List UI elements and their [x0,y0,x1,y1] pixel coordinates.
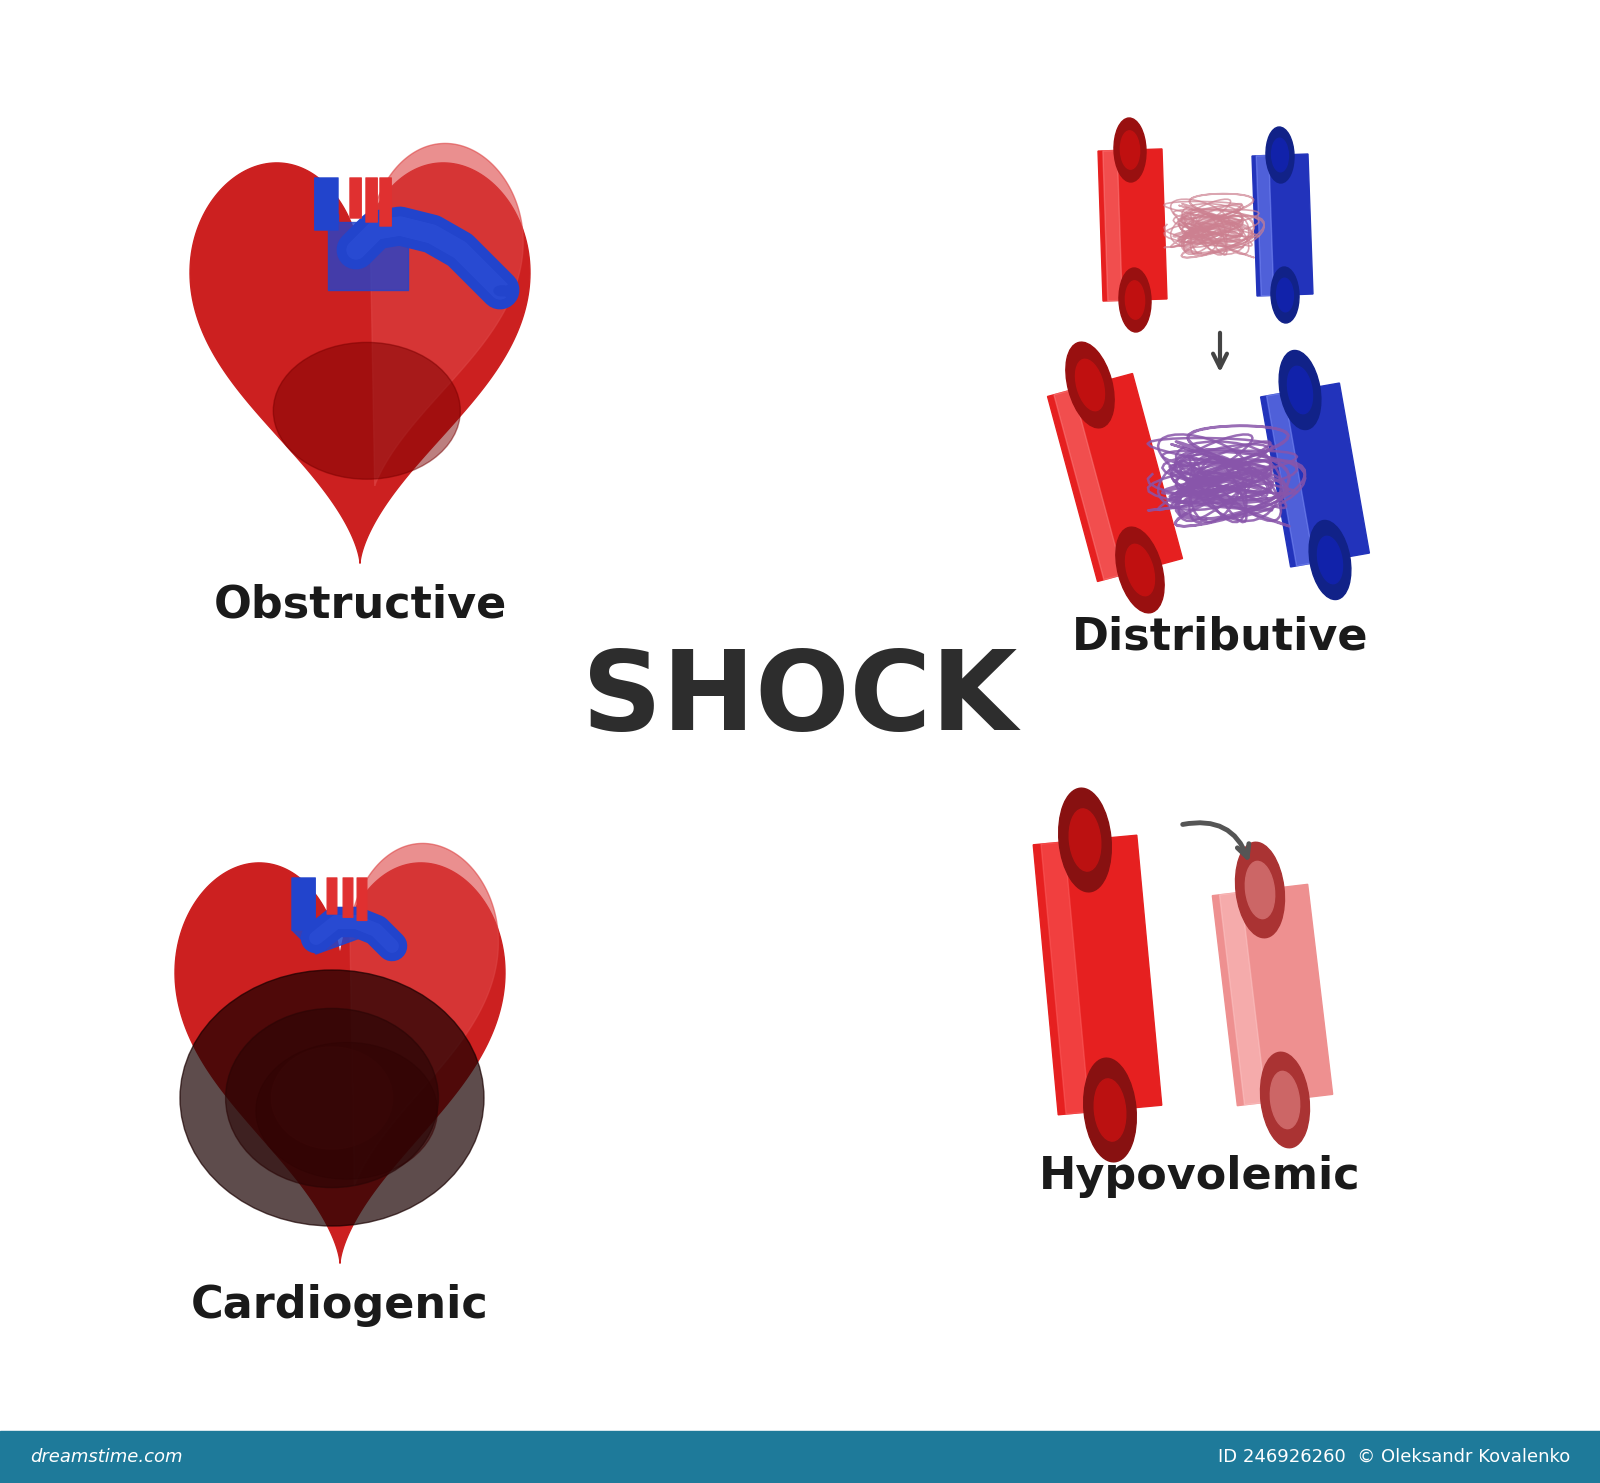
Ellipse shape [226,1008,438,1188]
Text: ID 246926260  © Oleksandr Kovalenko: ID 246926260 © Oleksandr Kovalenko [1218,1447,1570,1467]
Ellipse shape [1094,1080,1126,1140]
FancyBboxPatch shape [342,878,354,916]
Text: Cardiogenic: Cardiogenic [190,1284,490,1327]
Text: dreamstime.com: dreamstime.com [30,1447,182,1467]
Ellipse shape [256,1043,437,1179]
Ellipse shape [1114,119,1146,182]
Polygon shape [1256,156,1274,295]
Text: Hypovolemic: Hypovolemic [1038,1155,1362,1198]
Polygon shape [174,863,506,1264]
Ellipse shape [270,1047,394,1149]
Ellipse shape [1075,359,1104,411]
Ellipse shape [1270,1071,1299,1129]
FancyBboxPatch shape [291,878,315,930]
FancyBboxPatch shape [357,878,366,921]
Ellipse shape [1115,526,1165,612]
Polygon shape [190,163,530,564]
Text: SHOCK: SHOCK [582,647,1018,753]
Ellipse shape [376,931,400,952]
Ellipse shape [1120,131,1139,169]
Ellipse shape [1069,808,1101,871]
Text: Obstructive: Obstructive [213,584,507,627]
Ellipse shape [274,343,461,479]
Polygon shape [1098,148,1166,301]
FancyBboxPatch shape [326,878,338,914]
FancyBboxPatch shape [350,178,362,218]
Ellipse shape [494,286,510,295]
Polygon shape [1102,150,1122,301]
Polygon shape [370,144,523,485]
FancyBboxPatch shape [315,178,338,230]
Ellipse shape [1288,366,1312,414]
Ellipse shape [1270,267,1299,323]
Polygon shape [1213,884,1333,1106]
Polygon shape [1253,154,1314,297]
Polygon shape [1042,842,1090,1114]
Ellipse shape [1125,544,1155,596]
Polygon shape [315,214,338,222]
Polygon shape [1034,835,1162,1115]
Ellipse shape [1317,537,1342,584]
Ellipse shape [1272,138,1288,172]
Ellipse shape [1266,128,1294,182]
Polygon shape [1261,383,1370,567]
Polygon shape [350,844,498,1186]
Polygon shape [1048,374,1182,581]
Text: Distributive: Distributive [1072,615,1368,658]
Ellipse shape [1245,862,1275,918]
Polygon shape [1267,393,1314,567]
Polygon shape [1219,893,1266,1105]
Ellipse shape [1125,280,1144,319]
Polygon shape [1054,390,1123,580]
Ellipse shape [1059,787,1112,891]
Ellipse shape [1083,1059,1136,1161]
Ellipse shape [1278,350,1322,430]
Ellipse shape [1066,343,1114,429]
Bar [0,1431,1600,1483]
Ellipse shape [1277,279,1293,311]
Ellipse shape [1235,842,1285,937]
Ellipse shape [1261,1053,1309,1148]
Polygon shape [291,922,360,954]
Ellipse shape [179,970,483,1226]
FancyBboxPatch shape [379,178,392,225]
Ellipse shape [1118,268,1150,332]
Ellipse shape [1309,521,1350,599]
FancyBboxPatch shape [366,178,378,222]
